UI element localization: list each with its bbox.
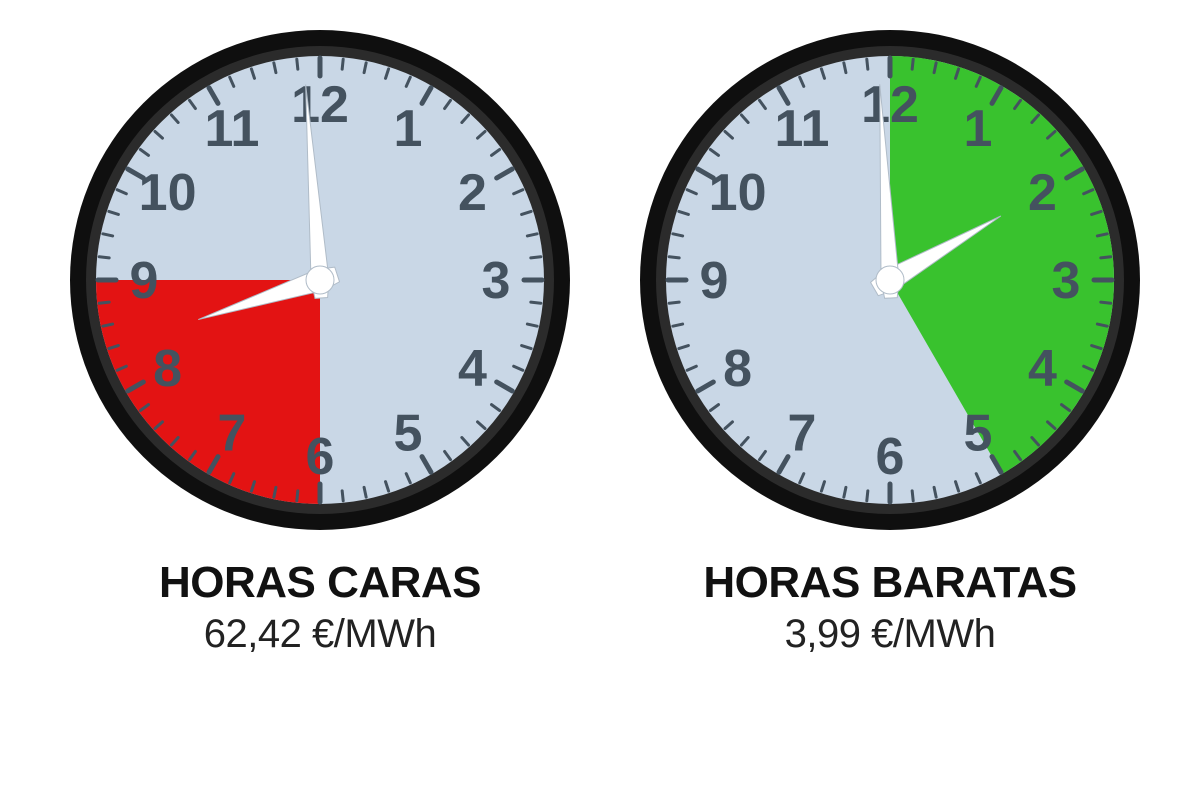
expensive-price: 62,42 €/MWh bbox=[40, 612, 600, 657]
svg-text:9: 9 bbox=[130, 252, 159, 310]
svg-text:7: 7 bbox=[788, 405, 817, 463]
svg-text:1: 1 bbox=[964, 100, 993, 158]
svg-text:10: 10 bbox=[709, 164, 767, 222]
infographic-stage: 123456789101112 HORAS CARAS 62,42 €/MWh … bbox=[0, 0, 1200, 800]
svg-text:12: 12 bbox=[291, 76, 349, 134]
svg-text:5: 5 bbox=[964, 405, 993, 463]
cheap-hours-panel: 123456789101112 HORAS BARATAS 3,99 €/MWh bbox=[610, 30, 1170, 657]
svg-text:4: 4 bbox=[458, 340, 487, 398]
svg-text:2: 2 bbox=[1028, 164, 1057, 222]
svg-text:5: 5 bbox=[394, 405, 423, 463]
svg-text:6: 6 bbox=[876, 428, 905, 486]
expensive-hours-panel: 123456789101112 HORAS CARAS 62,42 €/MWh bbox=[40, 30, 600, 657]
cheap-title: HORAS BARATAS bbox=[610, 558, 1170, 608]
svg-text:7: 7 bbox=[218, 405, 247, 463]
svg-text:1: 1 bbox=[394, 100, 423, 158]
svg-text:12: 12 bbox=[861, 76, 919, 134]
svg-text:3: 3 bbox=[482, 252, 511, 310]
svg-text:4: 4 bbox=[1028, 340, 1057, 398]
svg-text:11: 11 bbox=[205, 100, 260, 158]
svg-text:11: 11 bbox=[775, 100, 830, 158]
expensive-title: HORAS CARAS bbox=[40, 558, 600, 608]
svg-text:8: 8 bbox=[153, 340, 182, 398]
svg-text:2: 2 bbox=[458, 164, 487, 222]
svg-text:10: 10 bbox=[139, 164, 197, 222]
svg-text:6: 6 bbox=[306, 428, 335, 486]
expensive-clock: 123456789101112 bbox=[70, 30, 570, 530]
cheap-clock: 123456789101112 bbox=[640, 30, 1140, 530]
svg-text:9: 9 bbox=[700, 252, 729, 310]
cheap-price: 3,99 €/MWh bbox=[610, 612, 1170, 657]
cheap-caption: HORAS BARATAS 3,99 €/MWh bbox=[610, 558, 1170, 657]
expensive-caption: HORAS CARAS 62,42 €/MWh bbox=[40, 558, 600, 657]
svg-text:8: 8 bbox=[723, 340, 752, 398]
svg-text:3: 3 bbox=[1052, 252, 1081, 310]
